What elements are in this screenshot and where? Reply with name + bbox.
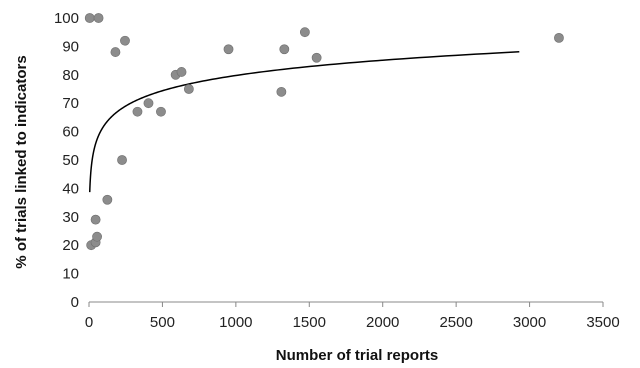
y-tick-label: 70 <box>62 95 79 112</box>
data-point <box>90 214 101 225</box>
x-tick-label: 2500 <box>439 314 472 331</box>
data-point <box>143 98 154 109</box>
x-tick-label: 3500 <box>586 314 619 331</box>
y-tick-label: 90 <box>62 38 79 55</box>
data-point <box>110 47 121 57</box>
data-point <box>132 106 143 117</box>
y-tick-label: 10 <box>62 266 79 283</box>
x-tick-label: 1500 <box>293 314 326 331</box>
y-tick-labels: 0 10 20 30 40 50 60 70 80 90 100 <box>54 10 79 311</box>
x-tick-label: 0 <box>85 314 93 331</box>
data-point <box>117 155 127 165</box>
y-tick-label: 40 <box>62 180 79 197</box>
y-tick-label: 30 <box>62 209 79 226</box>
x-axis-title: Number of trial reports <box>276 347 439 364</box>
data-point <box>176 67 187 77</box>
y-tick-label: 20 <box>62 237 79 254</box>
data-point <box>183 84 194 94</box>
x-tick-label: 3000 <box>513 314 546 331</box>
x-tick-label: 500 <box>150 314 175 331</box>
data-point <box>276 86 287 97</box>
data-point <box>554 32 564 43</box>
data-point <box>223 44 234 55</box>
y-tick-label: 0 <box>71 294 79 311</box>
data-point <box>156 106 166 117</box>
data-point <box>279 44 290 55</box>
x-tick-labels: 0 500 1000 1500 2000 2500 3000 3500 <box>85 302 620 331</box>
y-tick-label: 80 <box>62 67 79 84</box>
x-tick-label: 2000 <box>366 314 399 331</box>
data-point <box>92 231 102 242</box>
data-point <box>102 194 113 205</box>
y-tick-label: 100 <box>54 10 79 27</box>
data-point <box>120 35 130 46</box>
y-tick-label: 60 <box>62 124 79 141</box>
y-tick-label: 50 <box>62 152 79 169</box>
x-tick-label: 1000 <box>219 314 252 331</box>
y-axis-title: % of trials linked to indicators <box>13 55 30 268</box>
trendline <box>88 51 520 193</box>
data-point <box>84 13 95 23</box>
data-point <box>93 13 104 23</box>
data-point <box>311 52 322 63</box>
data-point <box>299 27 310 38</box>
data-points <box>84 13 564 251</box>
